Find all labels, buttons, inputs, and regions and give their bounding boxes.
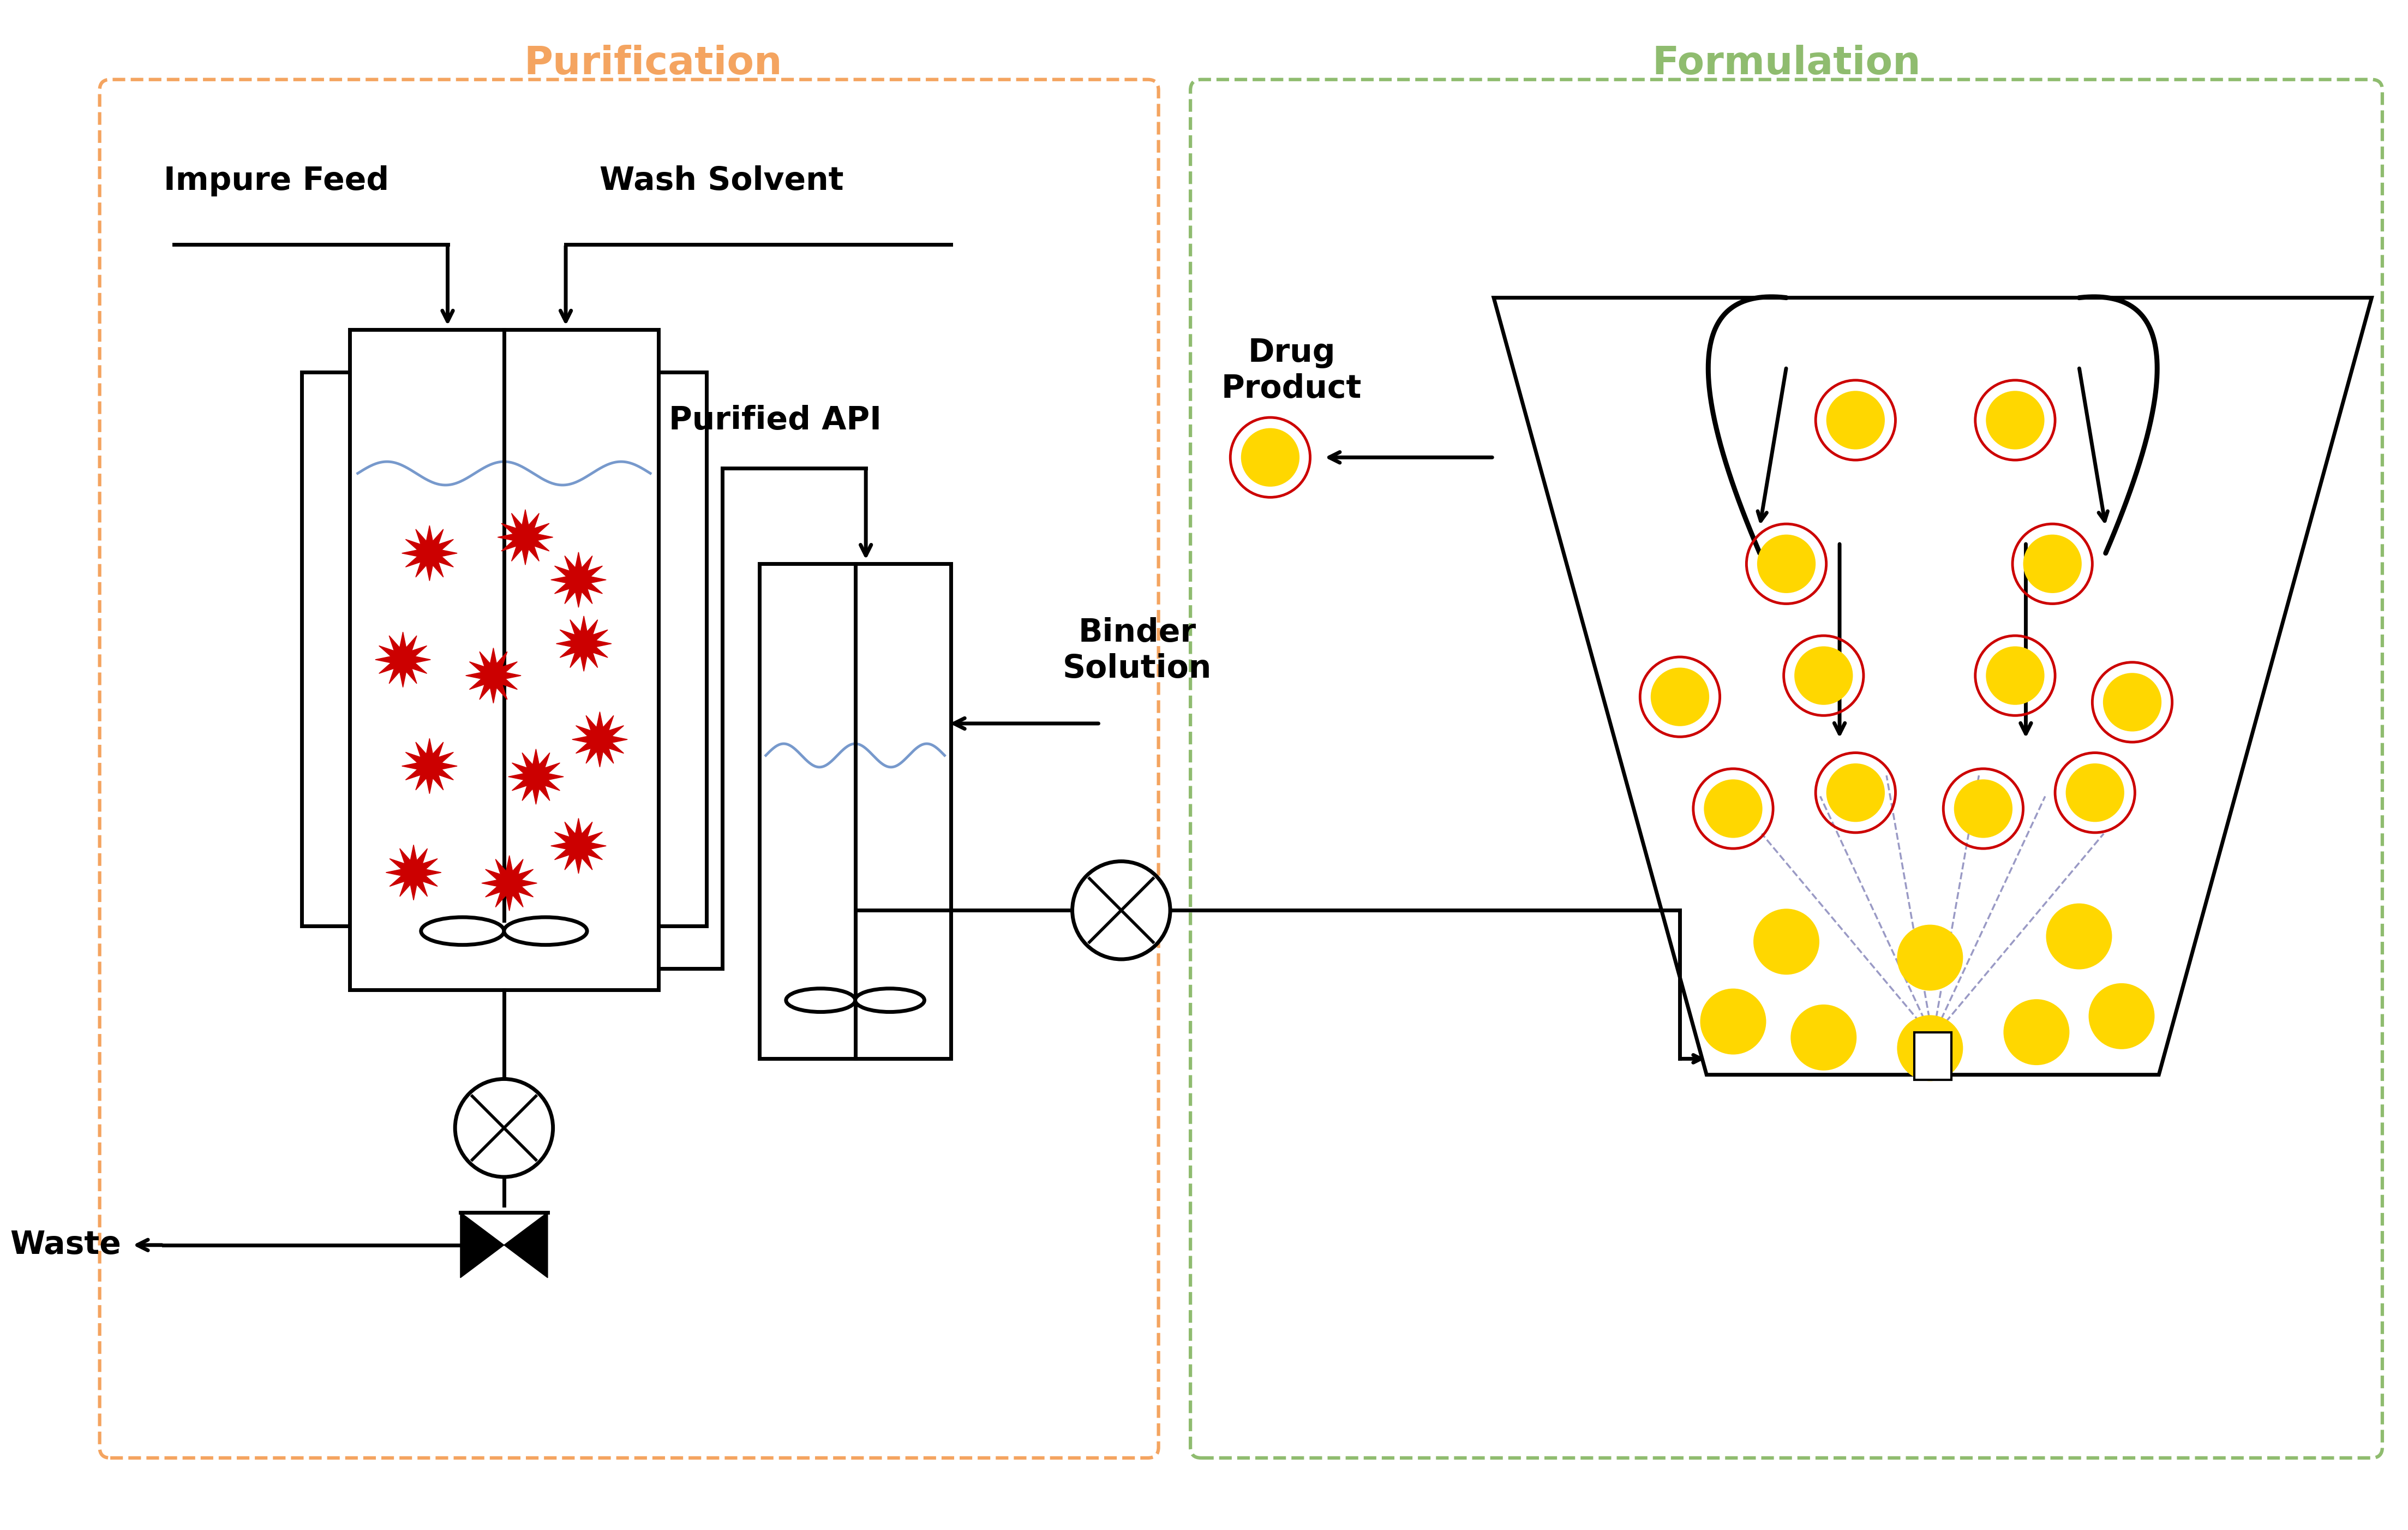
Polygon shape [385, 845, 441, 900]
Polygon shape [508, 750, 563, 805]
Circle shape [1700, 988, 1765, 1054]
Circle shape [2047, 903, 2112, 970]
Bar [759, 565, 951, 1059]
Polygon shape [498, 509, 554, 565]
Circle shape [1705, 779, 1763, 838]
Circle shape [2102, 673, 2162, 731]
Ellipse shape [503, 916, 588, 946]
Circle shape [1825, 763, 1885, 822]
Circle shape [1898, 1014, 1963, 1082]
Text: Binder
Solution: Binder Solution [1062, 617, 1211, 684]
Circle shape [1652, 667, 1710, 727]
Ellipse shape [785, 988, 855, 1011]
Circle shape [1987, 390, 2044, 450]
Circle shape [2003, 999, 2068, 1065]
Polygon shape [402, 739, 458, 794]
Polygon shape [551, 819, 607, 874]
Text: Waste: Waste [10, 1230, 120, 1261]
Circle shape [1240, 428, 1300, 487]
Circle shape [1753, 909, 1820, 975]
Text: Drug
Product: Drug Product [1221, 337, 1363, 404]
Circle shape [1758, 534, 1816, 594]
Bar [657, 372, 706, 926]
Circle shape [455, 1079, 554, 1177]
Polygon shape [1493, 298, 2372, 1074]
Circle shape [1898, 924, 1963, 990]
Polygon shape [503, 1212, 547, 1278]
Circle shape [2066, 763, 2124, 822]
Circle shape [1792, 1005, 1857, 1071]
Circle shape [2023, 534, 2081, 594]
Polygon shape [376, 632, 431, 687]
Ellipse shape [855, 988, 925, 1011]
Circle shape [1794, 646, 1852, 705]
Text: Purification: Purification [525, 44, 783, 83]
Circle shape [1072, 861, 1170, 959]
Circle shape [1825, 390, 1885, 450]
Text: Formulation: Formulation [1652, 44, 1922, 83]
Bar [349, 329, 657, 990]
Circle shape [1987, 646, 2044, 705]
Polygon shape [556, 617, 612, 672]
Polygon shape [482, 855, 537, 910]
Polygon shape [402, 525, 458, 581]
Circle shape [1953, 779, 2013, 838]
Bar [1914, 1033, 1950, 1080]
Ellipse shape [421, 916, 503, 946]
Text: Wash Solvent: Wash Solvent [600, 165, 843, 197]
Polygon shape [465, 647, 520, 704]
Polygon shape [460, 1212, 503, 1278]
Polygon shape [551, 552, 607, 607]
Text: Impure Feed: Impure Feed [164, 165, 388, 197]
Circle shape [2088, 984, 2155, 1050]
Polygon shape [573, 711, 628, 767]
Bar [301, 372, 349, 926]
Text: Purified API: Purified API [669, 405, 881, 436]
